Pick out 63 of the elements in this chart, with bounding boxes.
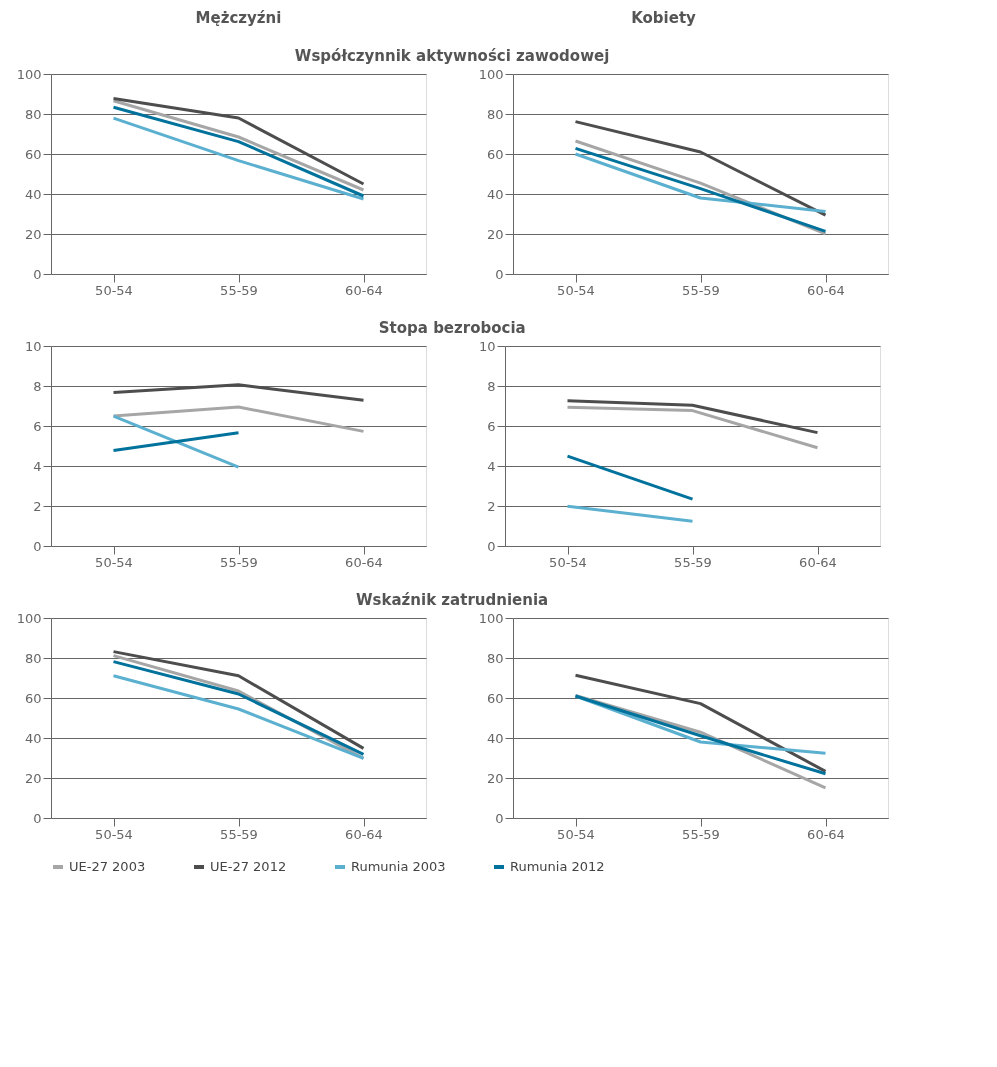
y-tick-label: 100 (478, 66, 504, 82)
y-tick-label: 10 (24, 338, 42, 354)
x-tick-label: 55-59 (220, 826, 258, 842)
y-tick-label: 6 (33, 418, 42, 434)
x-tick-label: 50-54 (557, 282, 595, 298)
y-tick-label: 40 (486, 186, 504, 202)
chart-subtitle: Wskaźnik zatrudnienia (356, 590, 549, 609)
y-tick-label: 20 (486, 226, 504, 242)
y-tick-label: 2 (33, 498, 42, 514)
y-tick-label: 100 (16, 610, 42, 626)
y-tick-label: 40 (486, 730, 504, 746)
y-tick-label: 80 (486, 106, 504, 122)
y-tick-label: 80 (486, 650, 504, 666)
y-tick-label: 40 (24, 186, 42, 202)
y-tick-label: 60 (24, 146, 42, 162)
chart-title: Mężczyźni (195, 9, 282, 27)
y-tick-label: 4 (487, 458, 496, 474)
legend-label: Rumunia 2003 (351, 859, 446, 874)
y-tick-label: 8 (487, 378, 496, 394)
chart-subtitle: Stopa bezrobocia (378, 318, 526, 337)
y-tick-label: 20 (24, 226, 42, 242)
y-tick-label: 8 (33, 378, 42, 394)
x-tick-label: 50-54 (95, 826, 133, 842)
y-tick-label: 4 (33, 458, 42, 474)
y-tick-label: 100 (16, 66, 42, 82)
x-tick-label: 60-64 (345, 554, 383, 570)
y-tick-label: 100 (478, 610, 504, 626)
x-tick-label: 55-59 (220, 282, 258, 298)
y-tick-label: 0 (33, 266, 42, 282)
y-tick-label: 0 (495, 266, 504, 282)
x-tick-label: 60-64 (807, 282, 845, 298)
x-tick-label: 60-64 (345, 826, 383, 842)
y-tick-label: 60 (24, 690, 42, 706)
chart-subtitle: Współczynnik aktywności zawodowej (294, 46, 610, 65)
x-tick-label: 60-64 (345, 282, 383, 298)
x-tick-label: 55-59 (682, 282, 720, 298)
x-tick-label: 50-54 (549, 554, 587, 570)
y-tick-label: 20 (24, 770, 42, 786)
y-tick-label: 20 (486, 770, 504, 786)
y-tick-label: 60 (486, 146, 504, 162)
legend-label: UE-27 2003 (69, 859, 146, 874)
x-tick-label: 60-64 (807, 826, 845, 842)
y-tick-label: 80 (24, 650, 42, 666)
x-tick-label: 50-54 (95, 554, 133, 570)
y-tick-label: 40 (24, 730, 42, 746)
y-tick-label: 80 (24, 106, 42, 122)
legend-label: UE-27 2012 (210, 859, 287, 874)
x-tick-label: 55-59 (220, 554, 258, 570)
x-tick-label: 55-59 (682, 826, 720, 842)
chart-title: Kobiety (631, 9, 697, 27)
y-tick-label: 2 (487, 498, 496, 514)
x-tick-label: 50-54 (557, 826, 595, 842)
y-tick-label: 6 (487, 418, 496, 434)
x-tick-label: 55-59 (674, 554, 712, 570)
y-tick-label: 60 (486, 690, 504, 706)
legend-label: Rumunia 2012 (510, 859, 605, 874)
y-tick-label: 0 (495, 810, 504, 826)
x-tick-label: 50-54 (95, 282, 133, 298)
y-tick-label: 10 (478, 338, 496, 354)
y-tick-label: 0 (33, 538, 42, 554)
y-tick-label: 0 (487, 538, 496, 554)
x-tick-label: 60-64 (799, 554, 837, 570)
y-tick-label: 0 (33, 810, 42, 826)
